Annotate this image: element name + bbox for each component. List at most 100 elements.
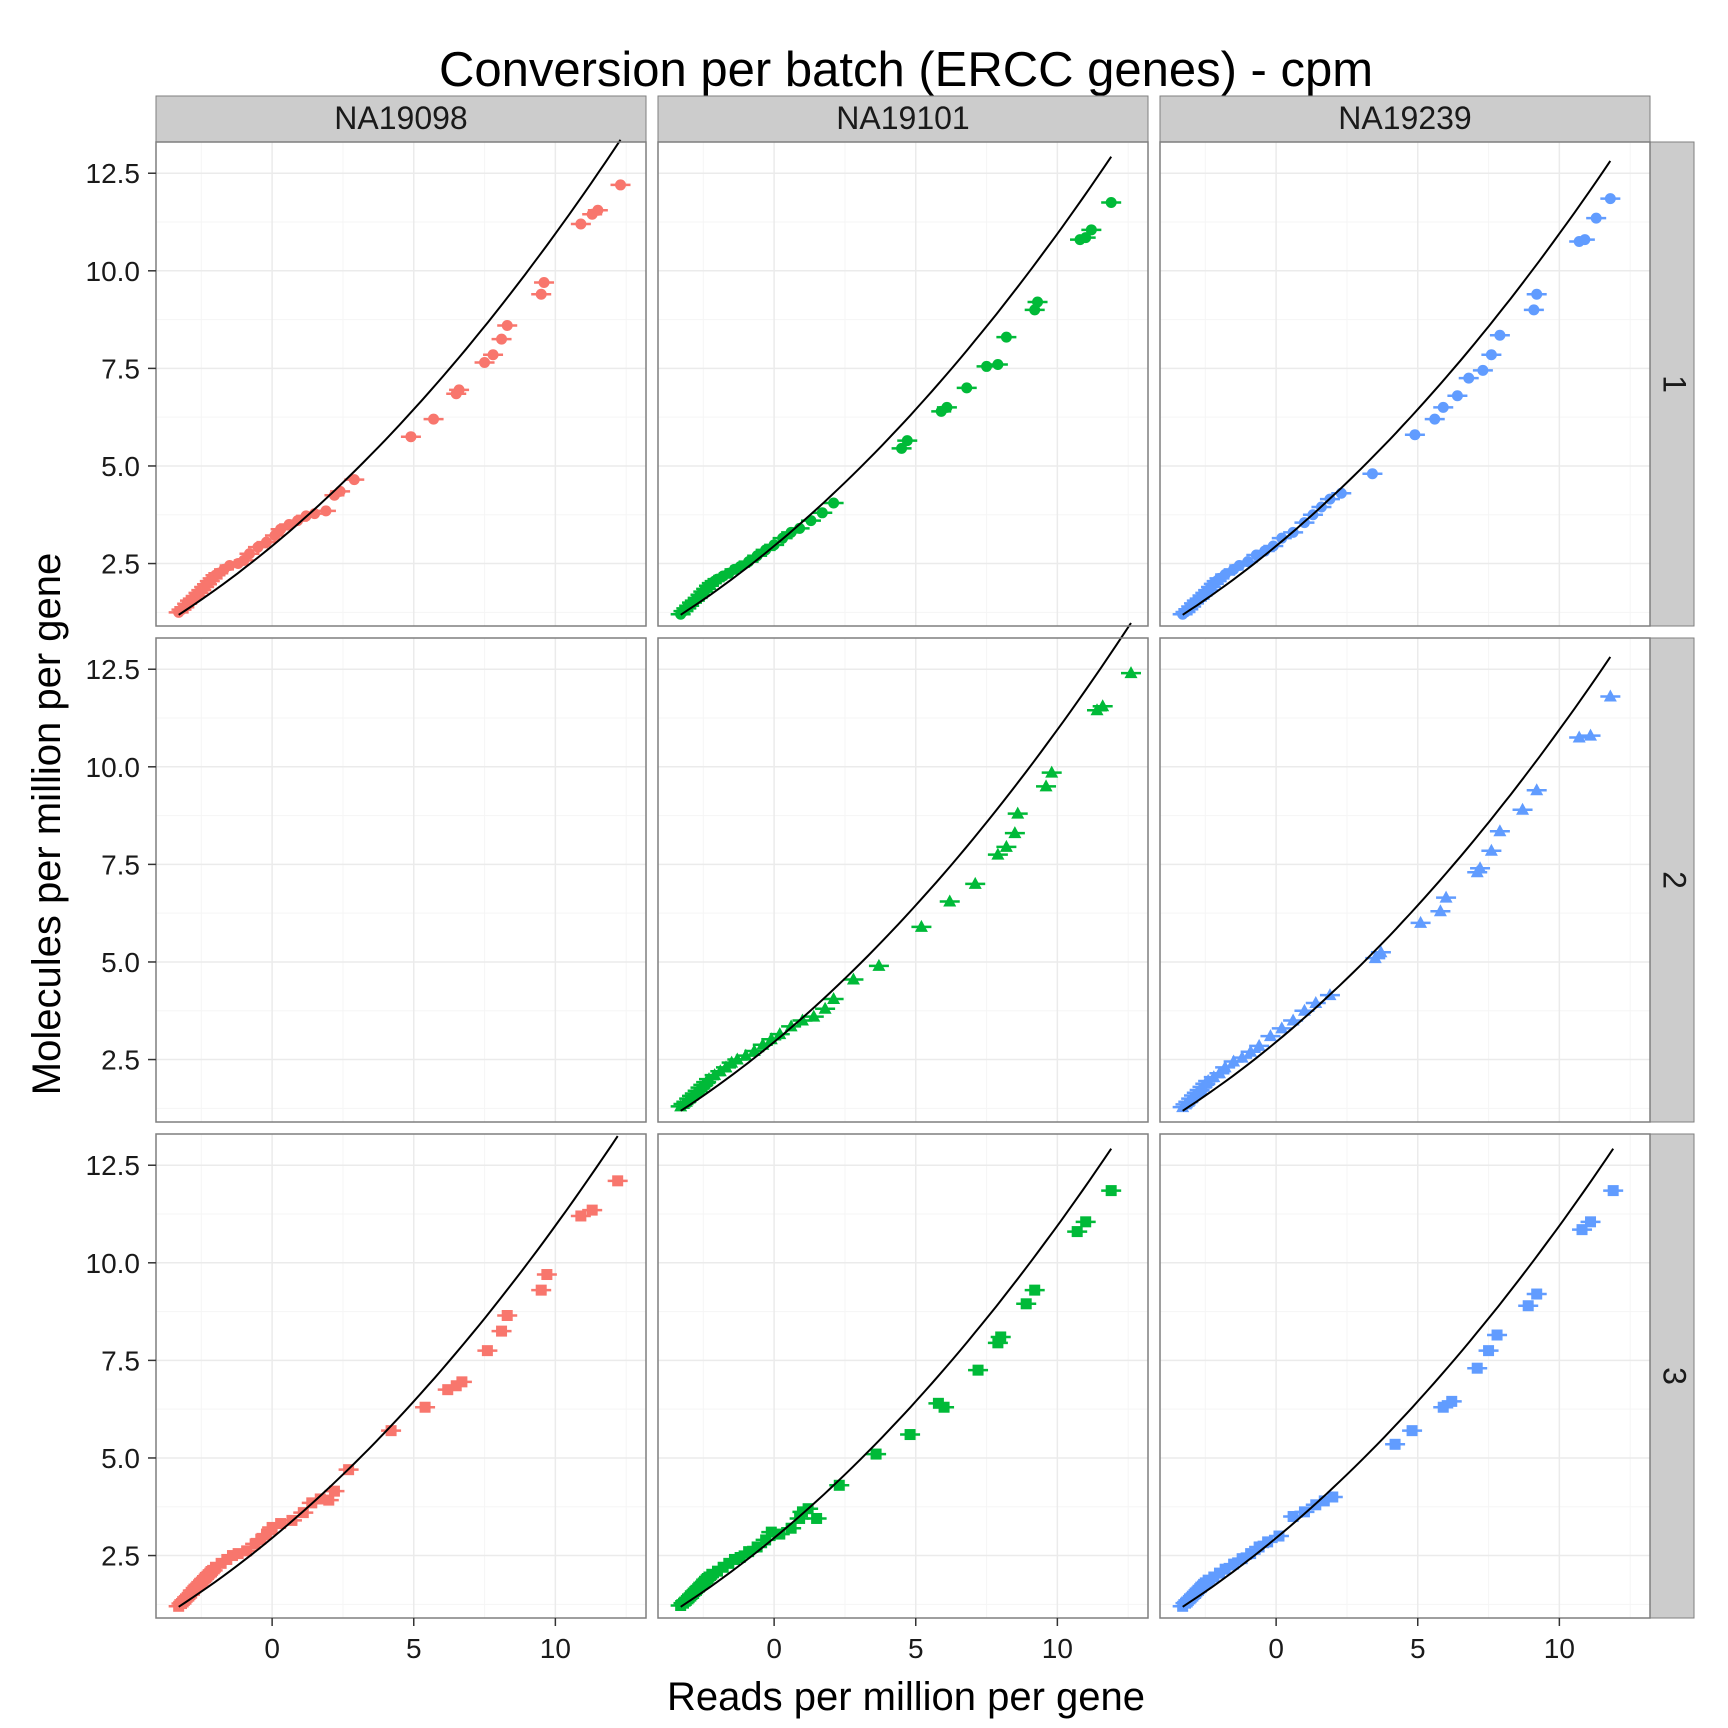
data-point	[1374, 945, 1388, 958]
data-point	[320, 505, 332, 517]
x-tick-label: 5	[1410, 1633, 1426, 1664]
data-point	[1242, 556, 1254, 568]
y-axis-title: Molecules per million per gene	[25, 553, 69, 1096]
fit-line	[680, 1148, 1113, 1608]
data-point	[1252, 1038, 1266, 1051]
data-point	[730, 1052, 744, 1065]
data-point	[734, 1552, 746, 1563]
data-point	[1032, 296, 1044, 308]
data-point	[1096, 699, 1110, 712]
data-point	[221, 1553, 233, 1565]
x-tick-label: 0	[1268, 1633, 1284, 1664]
data-point	[1463, 372, 1475, 384]
data-point	[1244, 1044, 1258, 1057]
panel-border	[1159, 1133, 1651, 1619]
data-point	[1201, 1074, 1215, 1087]
data-point	[1218, 1060, 1232, 1073]
facet-strip-label: NA19239	[1338, 100, 1471, 136]
data-point	[833, 1479, 845, 1491]
data-point	[1085, 224, 1097, 236]
data-point	[1335, 487, 1347, 499]
data-point	[1124, 666, 1138, 679]
data-point	[1389, 1438, 1401, 1450]
panel-na19098-batch-1	[168, 139, 631, 618]
data-point	[713, 1064, 727, 1077]
y-tick-label: 7.5	[101, 353, 140, 384]
data-point	[1446, 1395, 1458, 1407]
data-point	[535, 288, 547, 300]
data-point	[756, 1037, 770, 1050]
data-point	[1275, 1021, 1289, 1034]
panel-border	[657, 637, 1149, 1123]
data-point	[795, 1013, 809, 1026]
facet-strip-label: 3	[1657, 1367, 1693, 1385]
data-point	[1276, 532, 1288, 544]
data-point	[932, 1397, 944, 1409]
panel-background	[1160, 638, 1650, 1122]
data-point	[992, 358, 1004, 370]
data-point	[1105, 1185, 1117, 1197]
data-point	[1207, 1070, 1221, 1083]
fit-line	[1182, 656, 1612, 1112]
data-point	[334, 485, 346, 497]
fit-line	[178, 1135, 619, 1608]
data-point	[1039, 779, 1053, 792]
data-point	[765, 1526, 777, 1538]
data-point	[1219, 1563, 1231, 1575]
panel-border	[1159, 637, 1651, 1123]
data-point	[728, 1553, 740, 1565]
fit-line	[680, 156, 1113, 616]
data-point	[1202, 1574, 1214, 1586]
data-point	[1253, 1541, 1265, 1553]
data-point	[266, 1521, 278, 1533]
data-point	[751, 1541, 763, 1553]
data-point	[487, 349, 499, 361]
data-point	[1000, 331, 1012, 343]
y-tick-label: 2.5	[101, 1541, 140, 1572]
data-point	[1429, 413, 1441, 425]
panel-na19239-batch-3	[1172, 1148, 1624, 1612]
data-point	[1213, 1567, 1225, 1579]
data-point	[1531, 288, 1543, 300]
data-point	[708, 1068, 722, 1081]
data-point	[827, 992, 841, 1005]
x-tick-label: 10	[1544, 1633, 1575, 1664]
data-point	[1437, 401, 1449, 413]
data-point	[1484, 843, 1498, 856]
data-point	[938, 1401, 950, 1413]
data-point	[702, 1072, 716, 1085]
data-point	[501, 1310, 513, 1321]
y-tick-label: 5.0	[101, 451, 140, 482]
data-point	[1522, 1300, 1534, 1312]
data-point	[1366, 468, 1378, 480]
y-tick-label: 12.5	[86, 158, 141, 189]
panel-border	[657, 141, 1149, 627]
data-point	[807, 1009, 821, 1022]
panel-background	[658, 1134, 1148, 1618]
y-tick-label: 12.5	[86, 1150, 141, 1181]
data-point	[1494, 329, 1506, 341]
data-point	[1530, 783, 1544, 796]
data-point	[1286, 1013, 1300, 1026]
facet-strip-label: NA19101	[836, 100, 969, 136]
data-point	[734, 561, 746, 573]
data-point	[1080, 1216, 1092, 1228]
y-tick-label: 7.5	[101, 1345, 140, 1376]
data-point	[1008, 826, 1022, 839]
data-point	[1437, 1401, 1449, 1413]
data-point	[1473, 861, 1487, 874]
panel-border	[155, 141, 647, 627]
data-point	[901, 435, 913, 447]
data-point	[972, 1364, 984, 1376]
fit-line	[680, 622, 1132, 1112]
data-point	[586, 1204, 598, 1216]
data-point	[706, 1568, 718, 1580]
y-tick-label: 10.0	[86, 256, 141, 287]
data-point	[297, 1507, 309, 1519]
data-point	[450, 1380, 462, 1392]
fit-line	[1182, 1148, 1615, 1608]
data-point	[501, 319, 513, 331]
panel-na19101-batch-2	[670, 622, 1142, 1112]
panel-background	[1160, 142, 1650, 626]
data-point	[615, 179, 627, 191]
